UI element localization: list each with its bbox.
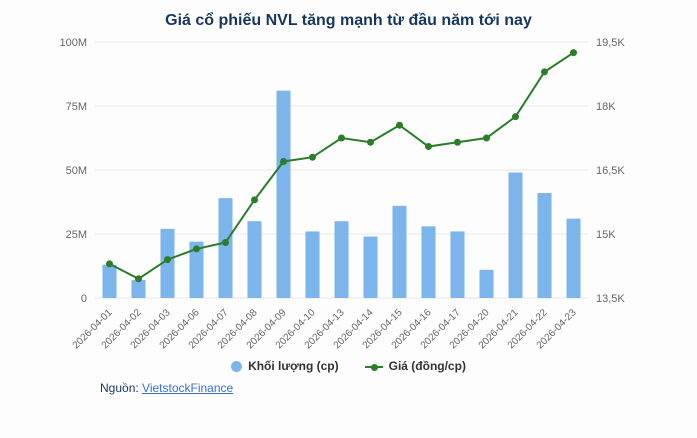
price-point[interactable]	[338, 134, 345, 142]
price-point[interactable]	[367, 138, 374, 146]
volume-bar[interactable]	[421, 226, 436, 298]
volume-bar[interactable]	[363, 236, 378, 298]
volume-bar[interactable]	[566, 218, 581, 298]
price-point[interactable]	[251, 196, 258, 204]
volume-marker-icon	[231, 360, 243, 372]
right-axis-tick-label: 13,5K	[596, 293, 625, 305]
volume-bar[interactable]	[102, 264, 117, 298]
legend: Khối lượng (cp) Giá (đồng/cp)	[0, 359, 697, 373]
right-axis-tick-label: 19,5K	[596, 37, 625, 49]
price-point[interactable]	[425, 143, 432, 151]
legend-item-price[interactable]: Giá (đồng/cp)	[364, 359, 466, 373]
price-point[interactable]	[396, 121, 403, 129]
volume-bar[interactable]	[131, 280, 146, 298]
chart-title: Giá cổ phiếu NVL tăng mạnh từ đầu năm tớ…	[165, 12, 532, 29]
left-axis-tick-label: 0	[81, 293, 87, 305]
volume-bar[interactable]	[160, 228, 175, 298]
volume-bar[interactable]	[450, 231, 465, 298]
volume-bar[interactable]	[189, 241, 204, 298]
price-point[interactable]	[483, 134, 490, 142]
volume-bar[interactable]	[537, 193, 552, 298]
volume-bar[interactable]	[276, 90, 291, 298]
volume-bar[interactable]	[305, 231, 320, 298]
volume-bar[interactable]	[247, 221, 262, 298]
price-marker-icon	[364, 361, 383, 372]
price-point[interactable]	[164, 256, 171, 264]
left-axis-tick-label: 50M	[66, 165, 87, 177]
legend-label-volume: Khối lượng (cp)	[248, 359, 339, 373]
source-label: Nguồn:	[100, 381, 139, 395]
price-point[interactable]	[570, 49, 577, 57]
source-link[interactable]: VietstockFinance	[142, 381, 234, 395]
price-point[interactable]	[222, 239, 229, 247]
price-point[interactable]	[106, 260, 113, 268]
volume-bar[interactable]	[479, 269, 494, 298]
price-point[interactable]	[280, 157, 287, 165]
left-axis-tick-label: 25M	[66, 229, 87, 241]
volume-bar[interactable]	[508, 172, 523, 298]
source-line: Nguồn: VietstockFinance	[100, 381, 697, 395]
price-point[interactable]	[135, 275, 142, 283]
left-axis-tick-label: 75M	[66, 101, 87, 113]
price-point[interactable]	[193, 245, 200, 253]
left-axis-tick-label: 100M	[59, 37, 87, 49]
right-axis-tick-label: 15K	[596, 229, 616, 241]
price-point[interactable]	[512, 113, 519, 121]
price-point[interactable]	[309, 153, 316, 161]
legend-item-volume[interactable]: Khối lượng (cp)	[231, 359, 339, 373]
legend-label-price: Giá (đồng/cp)	[388, 359, 466, 373]
volume-bar[interactable]	[334, 221, 349, 298]
right-axis-tick-label: 18K	[596, 101, 616, 113]
right-axis-tick-label: 16,5K	[596, 165, 625, 177]
volume-bar[interactable]	[218, 198, 233, 298]
price-point[interactable]	[454, 138, 461, 146]
volume-bar[interactable]	[392, 205, 407, 298]
price-point[interactable]	[541, 68, 548, 76]
